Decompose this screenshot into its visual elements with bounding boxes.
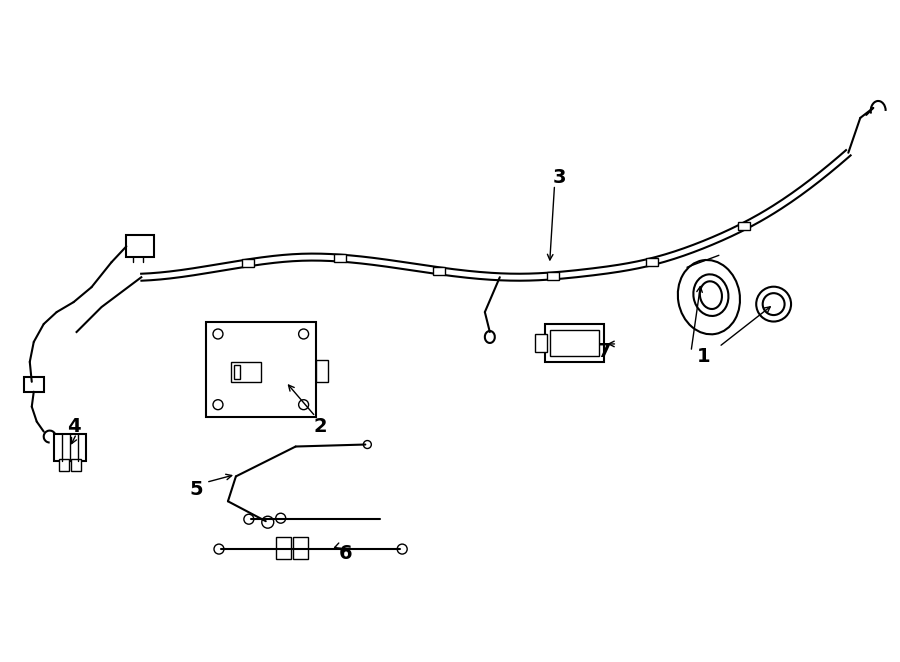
Text: 1: 1	[698, 348, 711, 366]
Text: 7: 7	[598, 342, 611, 361]
Bar	[544, 324, 604, 362]
Bar	[70, 459, 81, 471]
Ellipse shape	[756, 287, 791, 322]
Text: 6: 6	[338, 544, 352, 563]
Circle shape	[299, 329, 309, 339]
Circle shape	[262, 516, 274, 528]
Bar	[646, 258, 658, 265]
Bar	[316, 360, 328, 382]
Bar	[292, 537, 308, 559]
Bar	[23, 377, 44, 392]
Bar	[535, 334, 546, 352]
Ellipse shape	[762, 293, 785, 315]
Bar	[231, 362, 261, 382]
Bar	[334, 254, 346, 262]
Bar	[738, 222, 751, 230]
Bar	[234, 365, 240, 379]
Bar	[275, 537, 291, 559]
Ellipse shape	[693, 274, 728, 316]
Circle shape	[299, 400, 309, 410]
Bar	[547, 272, 559, 280]
Text: 5: 5	[189, 480, 202, 499]
Ellipse shape	[700, 281, 722, 309]
Circle shape	[397, 544, 407, 554]
Text: 2: 2	[314, 417, 328, 436]
Bar	[242, 259, 254, 267]
Circle shape	[213, 329, 223, 339]
Text: 4: 4	[67, 417, 80, 436]
Bar	[58, 459, 68, 471]
Circle shape	[214, 544, 224, 554]
Circle shape	[244, 514, 254, 524]
Bar	[126, 236, 154, 258]
Circle shape	[364, 440, 372, 448]
Bar	[54, 434, 86, 461]
Text: 3: 3	[553, 168, 566, 187]
Bar	[433, 267, 446, 275]
Circle shape	[213, 400, 223, 410]
Bar	[550, 330, 599, 356]
Bar	[206, 322, 316, 416]
Circle shape	[275, 513, 285, 523]
Ellipse shape	[678, 260, 740, 334]
